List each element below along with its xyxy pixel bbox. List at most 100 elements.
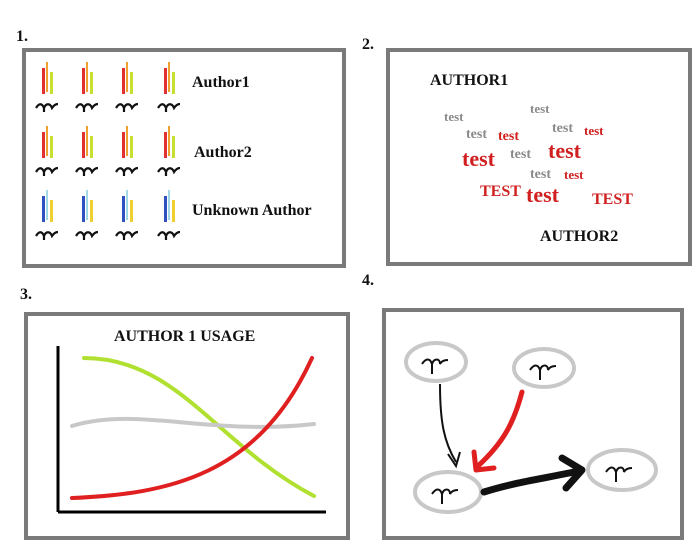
glyph-bar	[50, 136, 53, 158]
glyph-bar	[46, 126, 48, 156]
usage-chart-title: AUTHOR 1 USAGE	[114, 328, 256, 345]
glyph-bar	[172, 200, 175, 222]
glyph-bar	[82, 196, 85, 222]
graph-node-2	[512, 347, 576, 389]
glyph-bar	[122, 68, 125, 94]
author-glyph	[115, 126, 139, 176]
word-cloud: test test test test test test test test …	[390, 52, 688, 262]
edge-node3-to-node4	[480, 454, 586, 496]
glyph-bar	[164, 132, 167, 158]
author-glyph	[35, 190, 59, 240]
glyph-bar	[90, 200, 93, 222]
panel-number-4: 4.	[362, 272, 374, 289]
glyph-bar	[42, 132, 45, 158]
panel-2-word-cloud: AUTHOR1 AUTHOR2 test test test test test…	[386, 48, 692, 266]
glyph-bar	[164, 68, 167, 94]
author-glyph	[75, 190, 99, 240]
glyph-bar	[42, 68, 45, 94]
panel-4-graph	[382, 308, 684, 540]
author-glyph	[75, 126, 99, 176]
graph-node-1	[404, 341, 468, 383]
glyph-bar	[90, 136, 93, 158]
row-label-unknown-author: Unknown Author	[192, 202, 312, 219]
author-graph	[404, 341, 658, 514]
glyph-bar	[46, 62, 48, 92]
flat-usage-curve	[70, 416, 316, 429]
glyph-bar	[130, 136, 133, 158]
glyph-bar	[50, 72, 53, 94]
glyph-scribble	[157, 230, 181, 240]
cloud-word: test	[498, 129, 519, 144]
edge-node2-to-node3	[471, 389, 525, 473]
cloud-word: test	[564, 167, 584, 182]
glyph-bar	[86, 126, 88, 156]
cloud-word: test	[530, 167, 551, 182]
node-glyph	[421, 358, 449, 374]
glyph-scribble	[75, 102, 99, 112]
glyph-bar	[168, 62, 170, 92]
glyph-scribble	[35, 230, 59, 240]
node-glyph	[431, 488, 459, 504]
row-label-author2: Author2	[194, 144, 252, 161]
glyph-scribble	[75, 230, 99, 240]
glyph-bar	[172, 136, 175, 158]
glyph-bar	[130, 200, 133, 222]
glyph-bar	[130, 72, 133, 94]
glyph-bar	[50, 200, 53, 222]
glyph-bar	[122, 132, 125, 158]
glyph-scribble	[35, 102, 59, 112]
glyph-bar	[90, 72, 93, 94]
cloud-word: test	[462, 146, 495, 171]
edge-node1-to-node3	[439, 383, 461, 469]
node-glyph	[605, 466, 633, 482]
glyph-bar	[126, 190, 128, 220]
cloud-word: test	[466, 127, 487, 142]
glyph-bar	[86, 62, 88, 92]
panel-number-3: 3.	[20, 286, 32, 303]
glyph-scribble	[115, 166, 139, 176]
cloud-word: test	[510, 147, 531, 162]
author-glyph	[157, 190, 181, 240]
usage-plot	[56, 346, 326, 514]
panel-1-author-glyphs: Author1 Author2 Unknown Author	[22, 48, 346, 268]
glyph-scribble	[75, 166, 99, 176]
author2-label: AUTHOR2	[540, 228, 619, 245]
glyph-scribble	[115, 102, 139, 112]
author-glyph	[35, 62, 59, 112]
glyph-scribble	[35, 166, 59, 176]
glyph-grid	[26, 52, 342, 264]
glyph-bar	[168, 190, 170, 220]
glyph-bar	[82, 68, 85, 94]
glyph-bar	[46, 190, 48, 220]
node-glyph	[529, 364, 557, 380]
author-glyph	[115, 62, 139, 112]
cloud-word: TEST	[592, 191, 633, 208]
graph-node-4	[586, 448, 658, 492]
author-glyph	[35, 126, 59, 176]
author-glyph	[157, 126, 181, 176]
declining-usage-curve	[82, 356, 316, 498]
glyph-bar	[42, 196, 45, 222]
glyph-scribble	[157, 166, 181, 176]
cloud-word: test	[526, 182, 559, 207]
author1-label: AUTHOR1	[430, 72, 509, 89]
glyph-bar	[126, 62, 128, 92]
glyph-scribble	[115, 230, 139, 240]
glyph-bar	[126, 126, 128, 156]
glyph-bar	[172, 72, 175, 94]
glyph-bar	[86, 190, 88, 220]
glyph-bar	[168, 126, 170, 156]
panel-number-2: 2.	[362, 36, 374, 53]
cloud-word: test	[444, 109, 464, 124]
panel-number-1: 1.	[16, 28, 28, 45]
panel-3-usage-chart: AUTHOR 1 USAGE	[24, 312, 350, 540]
cloud-word: test	[552, 121, 573, 136]
cloud-word: test	[584, 123, 604, 138]
glyph-scribble	[157, 102, 181, 112]
row-label-author1: Author1	[192, 74, 250, 91]
glyph-bar	[122, 196, 125, 222]
rising-usage-curve	[70, 356, 314, 500]
cloud-word: test	[530, 101, 550, 116]
graph-node-3	[413, 470, 483, 514]
glyph-bar	[82, 132, 85, 158]
